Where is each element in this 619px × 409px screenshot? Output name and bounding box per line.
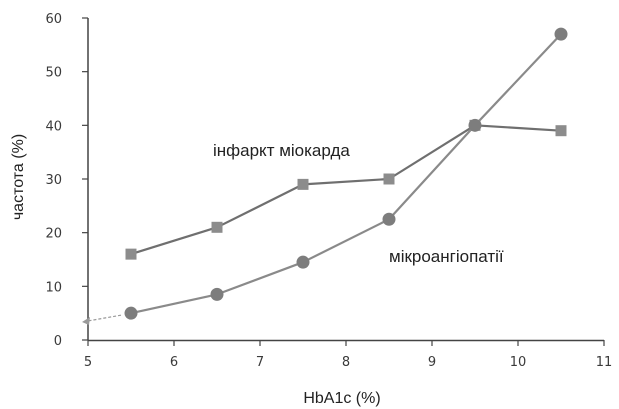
x-tick-label: 8 <box>342 355 350 370</box>
data-point-square <box>383 173 395 185</box>
data-point-circle <box>382 212 396 226</box>
annotation-microangiopathy: мікроангіопатії <box>389 247 504 266</box>
data-point-square <box>211 221 223 233</box>
series-lines <box>81 33 562 325</box>
data-point-circle <box>210 287 224 301</box>
data-point-circle <box>124 306 138 320</box>
data-point-circle <box>468 118 482 132</box>
y-tick-label: 0 <box>54 334 62 349</box>
y-axis-title: частота (%) <box>10 134 27 220</box>
x-tick-label: 9 <box>428 355 436 370</box>
axes <box>82 17 605 346</box>
x-tick-label: 10 <box>510 355 527 370</box>
data-point-circle <box>296 255 310 269</box>
series-markers <box>124 27 568 320</box>
data-point-square <box>555 125 567 137</box>
data-point-square <box>297 178 309 190</box>
data-point-square <box>125 248 137 260</box>
series-line-2 <box>130 33 562 315</box>
annotation-infarct: інфаркт міокарда <box>213 141 350 160</box>
series-line-1 <box>130 124 562 256</box>
y-tick-label: 60 <box>45 12 62 27</box>
x-axis-title: HbA1c (%) <box>303 390 380 407</box>
data-point-circle <box>554 27 568 41</box>
y-tick-label: 30 <box>45 173 62 188</box>
y-tick-label: 20 <box>45 227 62 242</box>
y-tick-label: 50 <box>45 66 62 81</box>
y-tick-label: 40 <box>45 119 62 134</box>
y-tick-label: 10 <box>45 280 62 295</box>
tick-labels: 5 6 7 8 9 10 11 0 10 20 30 40 50 60 <box>45 12 612 370</box>
x-tick-label: 5 <box>84 355 92 370</box>
x-tick-label: 6 <box>170 355 178 370</box>
extrapolation-arrow-head <box>82 317 90 325</box>
x-tick-label: 7 <box>256 355 264 370</box>
x-tick-label: 11 <box>596 355 613 370</box>
